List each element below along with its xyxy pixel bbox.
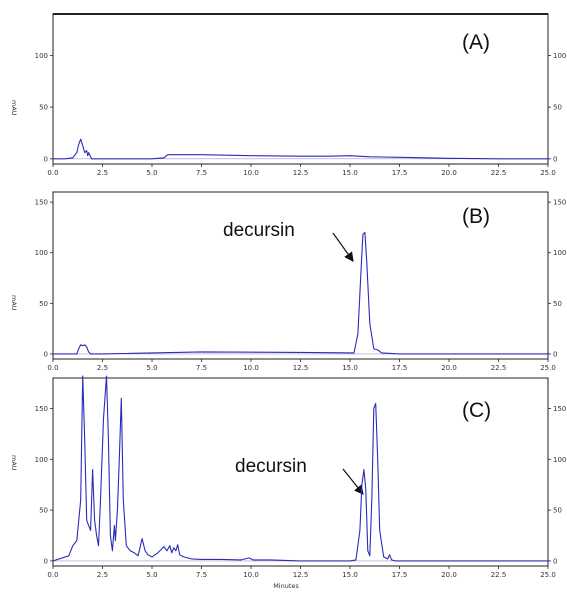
x-tick-label: 15.0 <box>342 571 358 579</box>
x-tick-label: 22.5 <box>491 169 507 177</box>
x-tick-label: 17.5 <box>392 571 408 579</box>
x-tick-label: 20.0 <box>441 571 457 579</box>
y-tick-label-left: 150 <box>35 199 48 207</box>
x-tick-label: 25.0 <box>540 571 556 579</box>
x-tick-label: 12.5 <box>293 169 309 177</box>
x-axis-label: Minutes <box>273 582 299 590</box>
x-tick-label: 22.5 <box>491 571 507 579</box>
x-tick-label: 15.0 <box>342 364 358 372</box>
y-tick-label-left: 100 <box>35 52 48 60</box>
y-tick-label-left: 150 <box>35 405 48 413</box>
y-tick-label-left: 0 <box>44 350 48 358</box>
x-tick-label: 25.0 <box>540 364 556 372</box>
y-tick-label-left: 100 <box>35 249 48 257</box>
chromatogram-trace <box>53 231 548 355</box>
x-tick-label: 7.5 <box>196 571 207 579</box>
panel-label: (A) <box>462 31 490 54</box>
y-tick-label-left: 0 <box>44 155 48 163</box>
y-axis-label: mAU <box>10 455 18 471</box>
x-tick-label: 5.0 <box>146 169 157 177</box>
y-tick-label-right: 100 <box>553 52 566 60</box>
panel-label: (C) <box>462 399 491 422</box>
x-tick-label: 10.0 <box>243 169 259 177</box>
panel-label: (B) <box>462 205 490 228</box>
x-tick-label: 20.0 <box>441 364 457 372</box>
x-tick-label: 0.0 <box>47 169 58 177</box>
x-tick-label: 0.0 <box>47 364 58 372</box>
y-tick-label-left: 50 <box>39 300 48 308</box>
x-tick-label: 20.0 <box>441 169 457 177</box>
x-tick-label: 17.5 <box>392 364 408 372</box>
y-tick-label-right: 50 <box>553 104 562 112</box>
x-tick-label: 17.5 <box>392 169 408 177</box>
y-tick-label-right: 100 <box>553 249 566 257</box>
annotation-arrow <box>342 468 364 495</box>
annotation-arrow <box>332 232 354 262</box>
x-tick-label: 10.0 <box>243 571 259 579</box>
y-tick-label-right: 150 <box>553 199 566 207</box>
y-tick-label-right: 150 <box>553 405 566 413</box>
annotation-label: decursin <box>235 456 307 477</box>
x-tick-label: 0.0 <box>47 571 58 579</box>
x-tick-label: 10.0 <box>243 364 259 372</box>
panel-a: (A) mAU 0.0 2.5 5.0 7.5 10.0 12.5 15.0 17.5 20.0… <box>10 13 566 177</box>
y-tick-label-right: 0 <box>553 557 557 565</box>
x-tick-label: 2.5 <box>97 364 108 372</box>
y-tick-label-left: 0 <box>44 557 48 565</box>
y-tick-label-right: 0 <box>553 155 557 163</box>
x-tick-label: 7.5 <box>196 169 207 177</box>
annotation-label: decursin <box>223 220 295 241</box>
chromatogram-trace <box>53 138 548 160</box>
y-tick-label-left: 50 <box>39 104 48 112</box>
y-tick-label-left: 100 <box>35 456 48 464</box>
x-tick-label: 12.5 <box>293 364 309 372</box>
y-axis-label: mAU <box>10 295 18 311</box>
chromatogram-trace <box>52 375 548 562</box>
x-tick-label: 5.0 <box>146 364 157 372</box>
y-tick-label-right: 50 <box>553 507 562 515</box>
y-tick-label-right: 0 <box>553 350 557 358</box>
x-tick-label: 12.5 <box>293 571 309 579</box>
y-tick-label-right: 100 <box>553 456 566 464</box>
panel-c: (C) mAU decursin Minutes 0.0 2.5 5.0 7.5 10.… <box>10 375 566 590</box>
x-tick-label: 15.0 <box>342 169 358 177</box>
x-tick-label: 22.5 <box>491 364 507 372</box>
y-tick-label-right: 50 <box>553 300 562 308</box>
x-tick-label: 25.0 <box>540 169 556 177</box>
x-tick-label: 2.5 <box>97 169 108 177</box>
x-tick-label: 5.0 <box>146 571 157 579</box>
x-tick-label: 2.5 <box>97 571 108 579</box>
x-tick-label: 7.5 <box>196 364 207 372</box>
y-tick-label-left: 50 <box>39 507 48 515</box>
panel-b: (B) mAU decursin 0.0 2.5 5.0 7.5 10.0 12.5 15.… <box>10 191 566 372</box>
y-axis-label: mAU <box>10 100 18 116</box>
